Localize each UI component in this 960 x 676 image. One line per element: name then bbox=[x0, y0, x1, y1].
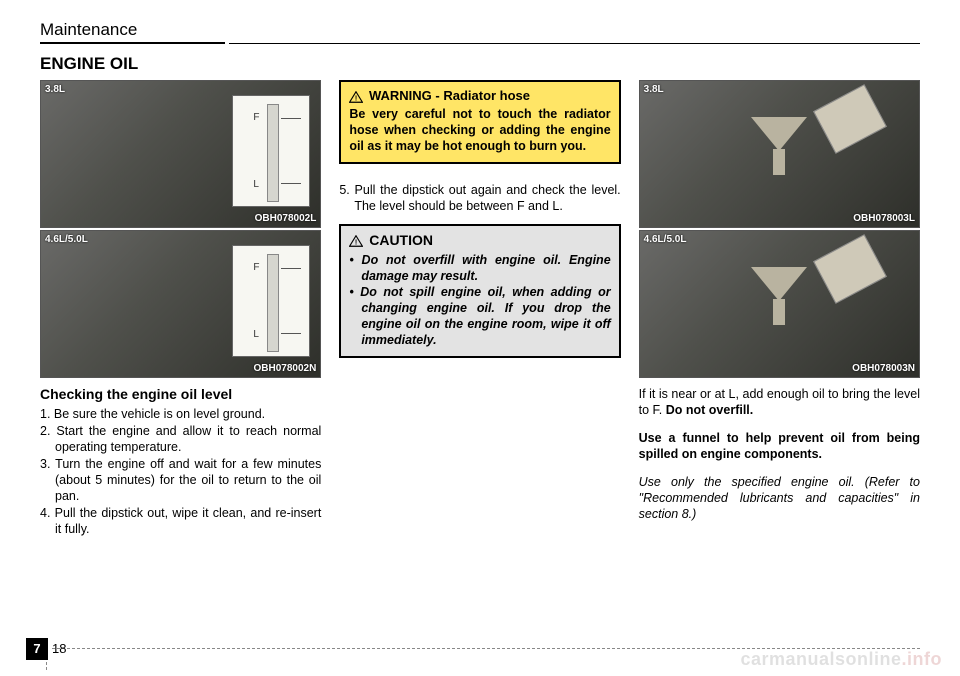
photo-code: OBH078002N bbox=[254, 363, 317, 374]
svg-text:!: ! bbox=[355, 95, 357, 102]
page-number: 7 18 bbox=[26, 638, 66, 660]
caution-box: ! CAUTION • Do not overfill with engine … bbox=[339, 224, 620, 358]
photo-code: OBH078003L bbox=[853, 213, 915, 224]
watermark-main: carmanualsonline bbox=[740, 649, 901, 669]
para-bold: Do not overfill. bbox=[666, 403, 754, 417]
watermark-info: .info bbox=[902, 649, 943, 669]
page-no: 18 bbox=[52, 641, 66, 656]
funnel-icon bbox=[751, 117, 807, 151]
step-item: 5. Pull the dipstick out again and check… bbox=[339, 182, 620, 214]
subheading-check-level: Checking the engine oil level bbox=[40, 386, 321, 402]
para-funnel: Use a funnel to help prevent oil from be… bbox=[639, 430, 920, 462]
header-rule bbox=[40, 42, 920, 44]
caution-list: • Do not overfill with engine oil. Engin… bbox=[349, 252, 610, 348]
para-spec-oil: Use only the specified engine oil. (Refe… bbox=[639, 474, 920, 522]
step-item: 4. Pull the dipstick out, wipe it clean,… bbox=[40, 505, 321, 537]
dipstick-inset: FL bbox=[232, 245, 310, 357]
photo-tag: 4.6L/5.0L bbox=[45, 234, 88, 245]
photo-funnel-46: 4.6L/5.0L OBH078003N bbox=[639, 230, 920, 378]
warning-title-text: WARNING - Radiator hose bbox=[369, 88, 530, 103]
photo-dipstick-38: 3.8L FL OBH078002L bbox=[40, 80, 321, 228]
chapter-title: Maintenance bbox=[40, 20, 920, 42]
para-overfill: If it is near or at L, add enough oil to… bbox=[639, 386, 920, 418]
warning-box: ! WARNING - Radiator hose Be very carefu… bbox=[339, 80, 620, 164]
funnel-icon bbox=[751, 267, 807, 301]
caution-item: • Do not spill engine oil, when adding o… bbox=[349, 284, 610, 348]
photo-funnel-38: 3.8L OBH078003L bbox=[639, 80, 920, 228]
warning-icon: ! bbox=[349, 91, 363, 103]
column-3: 3.8L OBH078003L 4.6L/5.0L OBH078003N If … bbox=[639, 80, 920, 538]
photo-code: OBH078002L bbox=[255, 213, 317, 224]
column-2: ! WARNING - Radiator hose Be very carefu… bbox=[339, 80, 620, 538]
oil-bottle bbox=[813, 84, 887, 154]
dipstick-inset: FL bbox=[232, 95, 310, 207]
steps-list: 1. Be sure the vehicle is on level groun… bbox=[40, 406, 321, 537]
photo-dipstick-46: 4.6L/5.0L FL OBH078002N bbox=[40, 230, 321, 378]
column-1: 3.8L FL OBH078002L 4.6L/5.0L FL OBH07800… bbox=[40, 80, 321, 538]
section-number: 7 bbox=[26, 638, 48, 660]
steps-list: 5. Pull the dipstick out again and check… bbox=[339, 182, 620, 214]
oil-bottle bbox=[813, 234, 887, 304]
photo-tag: 3.8L bbox=[45, 84, 65, 95]
caution-title-text: CAUTION bbox=[369, 232, 433, 248]
svg-text:!: ! bbox=[355, 240, 357, 247]
photo-tag: 3.8L bbox=[644, 84, 664, 95]
caution-icon: ! bbox=[349, 235, 363, 247]
caution-title: ! CAUTION bbox=[349, 232, 610, 248]
step-item: 2. Start the engine and allow it to reac… bbox=[40, 423, 321, 455]
section-title: ENGINE OIL bbox=[40, 54, 920, 74]
warning-title: ! WARNING - Radiator hose bbox=[349, 88, 610, 103]
step-item: 1. Be sure the vehicle is on level groun… bbox=[40, 406, 321, 422]
photo-code: OBH078003N bbox=[852, 363, 915, 374]
step-item: 3. Turn the engine off and wait for a fe… bbox=[40, 456, 321, 504]
photo-tag: 4.6L/5.0L bbox=[644, 234, 687, 245]
warning-body: Be very careful not to touch the radiato… bbox=[349, 106, 610, 154]
caution-item: • Do not overfill with engine oil. Engin… bbox=[349, 252, 610, 284]
watermark: carmanualsonline.info bbox=[740, 649, 942, 670]
